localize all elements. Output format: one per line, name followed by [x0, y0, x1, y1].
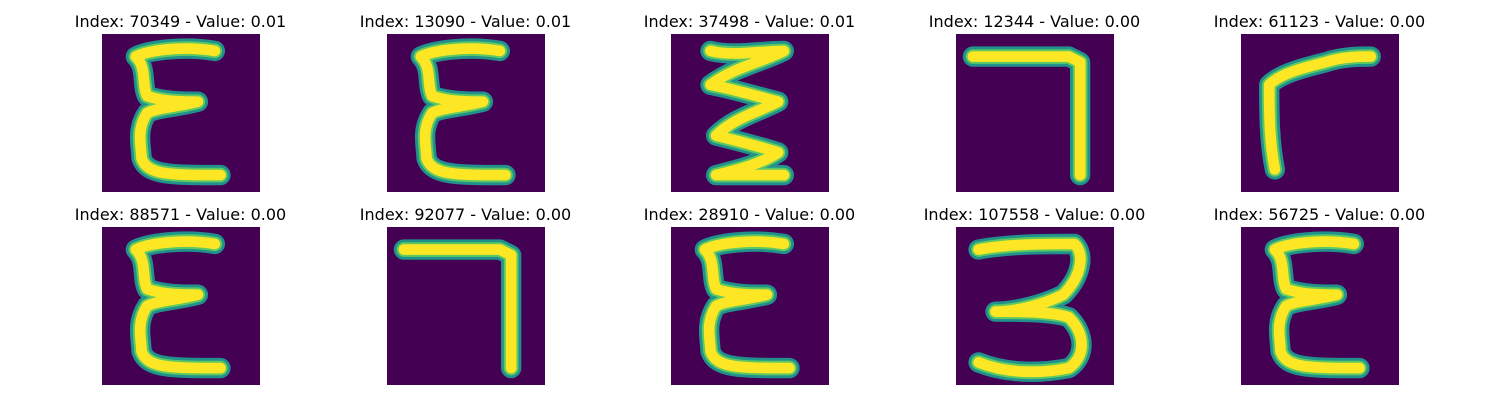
digit-image [102, 34, 260, 192]
cell-title: Index: 92077 - Value: 0.00 [359, 205, 572, 224]
glyph-stroke [130, 43, 226, 181]
grid-cell: Index: 88571 - Value: 0.00 [38, 205, 323, 395]
grid-cell: Index: 92077 - Value: 0.00 [323, 205, 608, 395]
cell-title: Index: 88571 - Value: 0.00 [74, 205, 287, 224]
glyph-stroke [398, 244, 517, 374]
cell-title: Index: 107558 - Value: 0.00 [923, 205, 1146, 224]
cell-title: Index: 13090 - Value: 0.01 [359, 12, 572, 31]
grid-cell: Index: 28910 - Value: 0.00 [607, 205, 892, 395]
cell-title: Index: 12344 - Value: 0.00 [928, 12, 1141, 31]
cell-title: Index: 70349 - Value: 0.01 [74, 12, 287, 31]
glyph-stroke [415, 43, 511, 181]
cell-title: Index: 28910 - Value: 0.00 [643, 205, 856, 224]
digit-image [102, 227, 260, 385]
digit-image [671, 34, 829, 192]
grid-cell: Index: 13090 - Value: 0.01 [323, 12, 608, 202]
glyph-stroke [130, 236, 226, 374]
cell-title: Index: 56725 - Value: 0.00 [1213, 205, 1426, 224]
glyph-stroke [1263, 51, 1377, 175]
glyph-stroke [699, 236, 795, 374]
grid-cell: Index: 70349 - Value: 0.01 [38, 12, 323, 202]
glyph-stroke [967, 51, 1086, 181]
grid-cell: Index: 12344 - Value: 0.00 [892, 12, 1177, 202]
cell-title: Index: 37498 - Value: 0.01 [643, 12, 856, 31]
glyph-stroke [973, 238, 1087, 378]
digit-image [1241, 227, 1399, 385]
digit-image [1241, 34, 1399, 192]
digit-image [387, 227, 545, 385]
grid-cell: Index: 37498 - Value: 0.01 [607, 12, 892, 202]
cell-title: Index: 61123 - Value: 0.00 [1213, 12, 1426, 31]
digit-image [387, 34, 545, 192]
digit-image [956, 227, 1114, 385]
grid-cell: Index: 56725 - Value: 0.00 [1177, 205, 1462, 395]
glyph-stroke [705, 45, 790, 181]
digit-image [671, 227, 829, 385]
digit-image [956, 34, 1114, 192]
grid-cell: Index: 107558 - Value: 0.00 [892, 205, 1177, 395]
grid-cell: Index: 61123 - Value: 0.00 [1177, 12, 1462, 202]
glyph-stroke [1269, 236, 1365, 374]
